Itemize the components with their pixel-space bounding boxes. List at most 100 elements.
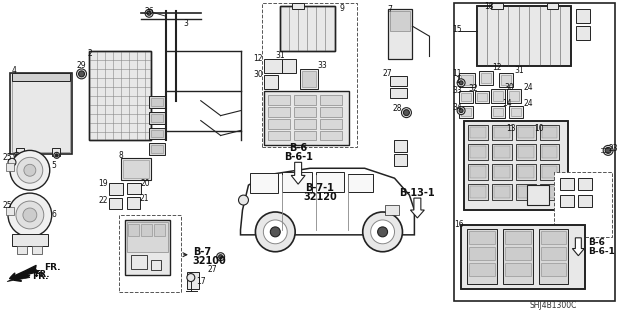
Text: 30: 30: [504, 83, 514, 92]
Bar: [282, 172, 312, 192]
Bar: [470, 186, 486, 198]
Bar: [494, 166, 510, 178]
Bar: [264, 75, 278, 89]
Bar: [394, 140, 408, 152]
Bar: [505, 231, 531, 244]
Bar: [17, 246, 27, 254]
Ellipse shape: [255, 212, 295, 252]
Text: 12: 12: [492, 63, 502, 72]
Text: 32: 32: [468, 84, 478, 93]
Bar: [541, 146, 557, 158]
Bar: [577, 26, 590, 40]
Bar: [561, 178, 574, 190]
Text: 25: 25: [2, 153, 12, 162]
Text: 4: 4: [12, 66, 17, 75]
Bar: [494, 186, 510, 198]
Bar: [32, 246, 42, 254]
Ellipse shape: [16, 201, 44, 229]
Bar: [491, 3, 503, 9]
Text: 3: 3: [184, 19, 188, 28]
Text: B-7-1: B-7-1: [305, 183, 335, 193]
Bar: [109, 198, 122, 209]
Bar: [468, 124, 488, 140]
Bar: [469, 247, 495, 260]
Ellipse shape: [145, 9, 153, 17]
Bar: [518, 166, 534, 178]
Bar: [518, 186, 534, 198]
Bar: [540, 184, 559, 200]
Bar: [151, 130, 163, 137]
Bar: [125, 220, 170, 275]
Bar: [394, 154, 408, 166]
Bar: [292, 3, 304, 9]
Bar: [470, 127, 486, 138]
Text: B-6-1: B-6-1: [284, 152, 312, 162]
Bar: [541, 247, 566, 260]
Bar: [477, 6, 572, 66]
Bar: [459, 106, 473, 118]
Text: 23: 23: [608, 144, 618, 153]
Bar: [492, 164, 512, 180]
Bar: [540, 124, 559, 140]
Bar: [348, 174, 372, 192]
Text: 5: 5: [51, 161, 56, 170]
Bar: [388, 9, 412, 59]
Text: 1: 1: [455, 76, 460, 85]
Text: 2: 2: [87, 48, 92, 57]
Text: 24: 24: [524, 83, 534, 92]
Bar: [16, 148, 24, 156]
Text: 21: 21: [140, 194, 149, 203]
Bar: [149, 112, 165, 123]
Text: 34: 34: [452, 103, 462, 112]
Ellipse shape: [54, 152, 60, 158]
Bar: [300, 69, 318, 89]
Ellipse shape: [264, 220, 287, 244]
Ellipse shape: [403, 110, 410, 115]
Bar: [52, 148, 60, 156]
Bar: [121, 158, 151, 180]
Bar: [385, 205, 399, 215]
Bar: [507, 89, 521, 103]
Bar: [561, 195, 574, 207]
Bar: [151, 114, 163, 122]
Bar: [516, 164, 536, 180]
Ellipse shape: [15, 154, 19, 157]
Bar: [516, 124, 536, 140]
Text: 22: 22: [99, 196, 108, 204]
Text: 25: 25: [2, 201, 12, 210]
Bar: [475, 91, 489, 103]
Bar: [151, 145, 163, 153]
Ellipse shape: [457, 107, 465, 115]
Bar: [541, 186, 557, 198]
Bar: [461, 108, 471, 115]
Ellipse shape: [147, 11, 151, 15]
Ellipse shape: [401, 108, 412, 118]
Bar: [294, 107, 316, 117]
Text: 18: 18: [484, 2, 493, 11]
Ellipse shape: [605, 147, 611, 153]
Text: B-7: B-7: [193, 247, 211, 257]
Bar: [320, 119, 342, 129]
Bar: [479, 71, 493, 85]
Bar: [10, 73, 72, 154]
Ellipse shape: [55, 154, 58, 157]
Text: 9: 9: [339, 4, 344, 13]
Bar: [516, 145, 536, 160]
Ellipse shape: [8, 193, 52, 237]
Text: B-6-1: B-6-1: [588, 247, 615, 256]
Bar: [302, 71, 316, 87]
Bar: [151, 260, 161, 270]
Bar: [494, 127, 510, 138]
Ellipse shape: [603, 145, 613, 155]
Bar: [470, 146, 486, 158]
Bar: [320, 95, 342, 105]
Bar: [579, 195, 592, 207]
Text: 28: 28: [393, 104, 403, 113]
Text: 26: 26: [144, 7, 154, 16]
Bar: [468, 184, 488, 200]
Bar: [459, 91, 473, 103]
Bar: [268, 107, 290, 117]
Bar: [501, 75, 511, 85]
Bar: [493, 108, 503, 115]
Bar: [187, 271, 199, 289]
